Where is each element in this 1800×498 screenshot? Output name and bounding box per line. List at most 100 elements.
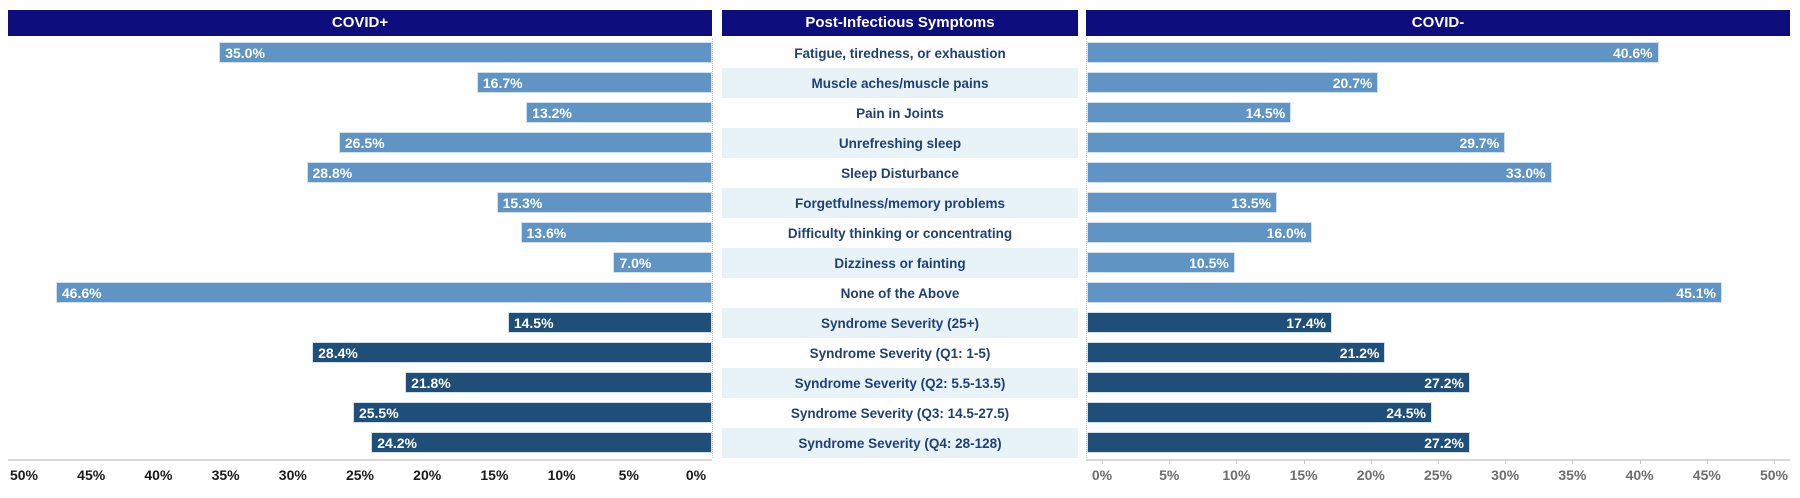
bar-covid-negative: 29.7% <box>1087 132 1506 153</box>
category-label: Syndrome Severity (Q2: 5.5-13.5) <box>722 368 1078 398</box>
bar-value-label: 13.6% <box>526 224 567 241</box>
bar-value-label: 40.6% <box>1612 44 1653 61</box>
bar-row-covid-negative: 20.7% <box>1087 68 1791 98</box>
bar-value-label: 20.7% <box>1332 74 1373 91</box>
axis-tick-mark <box>1572 460 1574 464</box>
bar-row-covid-negative: 10.5% <box>1087 248 1791 278</box>
axis-tick-mark <box>1236 460 1238 464</box>
axis-tick-label: 50% <box>9 467 39 483</box>
bar-row-covid-negative: 13.5% <box>1087 188 1791 218</box>
bar-covid-positive: 13.6% <box>520 222 712 243</box>
left-axis-line <box>8 459 712 461</box>
bar-row-covid-negative: 33.0% <box>1087 158 1791 188</box>
bar-value-label: 46.6% <box>61 284 102 301</box>
bar-row-covid-positive: 24.2% <box>8 428 712 458</box>
bar-row-covid-negative: 40.6% <box>1087 38 1791 68</box>
bar-value-label: 33.0% <box>1505 164 1546 181</box>
bar-covid-negative: 21.2% <box>1087 342 1386 363</box>
axis-tick-label: 40% <box>1625 467 1654 483</box>
bar-covid-positive: 28.4% <box>312 342 712 363</box>
bar-row-covid-positive: 7.0% <box>8 248 712 278</box>
symptoms-header: Post-Infectious Symptoms <box>722 10 1078 36</box>
bar-covid-negative: 27.2% <box>1087 372 1470 393</box>
bar-covid-positive: 16.7% <box>476 72 712 93</box>
category-label: Forgetfulness/memory problems <box>722 188 1078 218</box>
bar-covid-positive: 7.0% <box>613 252 712 273</box>
bar-value-label: 25.5% <box>358 404 399 421</box>
bar-covid-negative: 33.0% <box>1087 162 1552 183</box>
axis-tick-label: 45% <box>1692 467 1721 483</box>
bar-row-covid-positive: 15.3% <box>8 188 712 218</box>
category-labels: Fatigue, tiredness, or exhaustion Muscle … <box>722 38 1078 458</box>
left-axis: 50% 45% 40% 35% 30% 25% 20% 15% 10% 5% 0% <box>10 463 706 489</box>
category-label: Syndrome Severity (Q1: 1-5) <box>809 345 991 361</box>
bar-value-label: 29.7% <box>1459 134 1500 151</box>
bar-covid-positive: 25.5% <box>352 402 712 423</box>
axis-tick-label: 5% <box>618 467 639 483</box>
axis-tick-label: 5% <box>1159 467 1180 483</box>
axis-tick-mark <box>1505 460 1507 464</box>
bar-value-label: 45.1% <box>1676 284 1716 301</box>
covid-positive-bars: 35.0% 16.7% 13.2% 26.5% 28.8% 15.3% 13.6% 7.0% 4… <box>8 38 713 458</box>
bar-value-label: 16.7% <box>482 74 523 91</box>
bar-row-covid-positive: 26.5% <box>8 128 712 158</box>
axis-tick-mark <box>1706 460 1708 464</box>
axis-tick-label: 0% <box>1091 467 1113 483</box>
bar-row-covid-positive: 25.5% <box>8 398 712 428</box>
bar-row-covid-negative: 27.2% <box>1087 368 1791 398</box>
bar-row-covid-positive: 21.8% <box>8 368 712 398</box>
bar-covid-positive: 21.8% <box>405 372 712 393</box>
bar-covid-negative: 40.6% <box>1087 42 1659 63</box>
bar-row-covid-negative: 16.0% <box>1087 218 1791 248</box>
bar-row-covid-negative: 29.7% <box>1087 128 1791 158</box>
bar-value-label: 28.8% <box>312 164 353 181</box>
covid-negative-header: COVID- <box>1086 10 1790 36</box>
axis-tick-label: 50% <box>1759 467 1789 483</box>
axis-tick-label: 35% <box>1558 467 1587 483</box>
bar-value-label: 15.3% <box>502 194 543 211</box>
category-label: Unrefreshing sleep <box>722 128 1078 158</box>
axis-tick-mark <box>1169 460 1171 464</box>
bar-row-covid-negative: 24.5% <box>1087 398 1791 428</box>
bar-value-label: 14.5% <box>1245 104 1286 121</box>
bar-row-covid-positive: 13.6% <box>8 218 712 248</box>
axis-tick-label: 15% <box>480 467 509 483</box>
category-label: Sleep Disturbance <box>841 165 959 181</box>
axis-tick-mark <box>1438 460 1439 464</box>
bar-value-label: 24.2% <box>377 434 417 451</box>
axis-tick-label: 10% <box>1222 467 1251 483</box>
axis-tick-label: 25% <box>1423 467 1453 483</box>
bar-row-covid-negative: 27.2% <box>1087 428 1791 458</box>
bar-covid-positive: 13.2% <box>526 102 712 123</box>
bar-value-label: 21.8% <box>411 374 451 391</box>
bar-covid-positive: 14.5% <box>507 312 712 333</box>
category-label: Fatigue, tiredness, or exhaustion <box>794 45 1006 61</box>
bar-value-label: 21.2% <box>1339 344 1380 361</box>
bar-row-covid-positive: 35.0% <box>8 38 712 68</box>
bar-covid-negative: 27.2% <box>1087 432 1470 453</box>
category-label: Muscle aches/muscle pains <box>722 68 1078 98</box>
axis-tick-label: 0% <box>685 467 707 483</box>
axis-tick-mark <box>1102 460 1103 464</box>
bar-row-covid-negative: 17.4% <box>1087 308 1791 338</box>
bar-value-label: 35.0% <box>225 44 265 61</box>
axis-tick-label: 10% <box>547 467 576 483</box>
axis-tick-label: 45% <box>77 467 106 483</box>
bar-covid-negative: 45.1% <box>1087 282 1722 303</box>
axis-tick-label: 20% <box>413 467 442 483</box>
bar-covid-negative: 10.5% <box>1087 252 1235 273</box>
axis-tick-label: 30% <box>1491 467 1520 483</box>
category-label: Dizziness or fainting <box>722 248 1078 278</box>
axis-tick-label: 20% <box>1356 467 1385 483</box>
category-label: Syndrome Severity (25+) <box>722 308 1078 338</box>
bar-row-covid-positive: 28.8% <box>8 158 712 188</box>
category-label: None of the Above <box>840 285 960 301</box>
bar-value-label: 13.2% <box>532 104 572 121</box>
bar-covid-negative: 17.4% <box>1087 312 1332 333</box>
bar-value-label: 10.5% <box>1189 254 1229 271</box>
bar-covid-positive: 15.3% <box>496 192 712 213</box>
bar-covid-positive: 35.0% <box>219 42 712 63</box>
bar-covid-positive: 28.8% <box>306 162 712 183</box>
axis-tick-label: 30% <box>278 467 307 483</box>
